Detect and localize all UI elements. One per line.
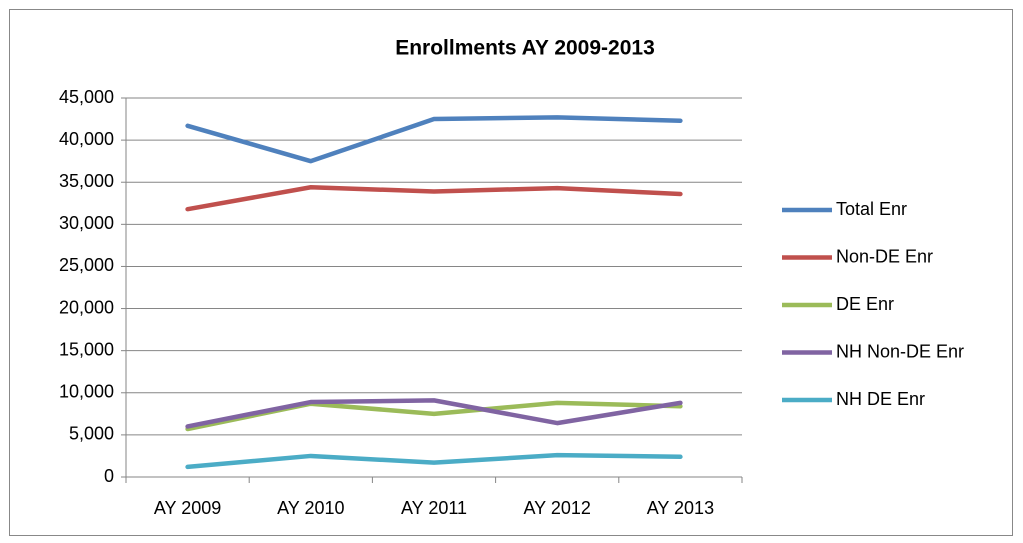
x-tick-label: AY 2010 <box>277 498 344 518</box>
legend-label: Total Enr <box>836 199 907 219</box>
series-line <box>185 398 683 429</box>
y-tick-label: 25,000 <box>59 255 114 275</box>
chart-title: Enrollments AY 2009-2013 <box>395 37 655 60</box>
legend-label: NH Non-DE Enr <box>836 341 964 361</box>
legend-label: DE Enr <box>836 294 894 314</box>
x-tick-label: AY 2009 <box>154 498 221 518</box>
y-tick-label: 30,000 <box>59 213 114 233</box>
y-tick-label: 35,000 <box>59 171 114 191</box>
y-tick-label: 15,000 <box>59 339 114 359</box>
series-line <box>185 115 683 164</box>
series-line <box>185 185 683 212</box>
y-tick-label: 0 <box>104 466 114 486</box>
y-tick-label: 5,000 <box>69 424 114 444</box>
x-tick-label: AY 2011 <box>401 498 467 518</box>
y-tick-label: 45,000 <box>59 87 114 107</box>
x-tick-label: AY 2013 <box>647 498 714 518</box>
chart-border <box>9 9 1013 536</box>
y-tick-label: 10,000 <box>59 382 114 402</box>
x-tick-label: AY 2012 <box>523 498 590 518</box>
y-tick-label: 40,000 <box>59 129 114 149</box>
legend-label: NH DE Enr <box>836 389 925 409</box>
y-tick-label: 20,000 <box>59 297 114 317</box>
series-line <box>185 452 683 470</box>
legend-label: Non-DE Enr <box>836 246 933 266</box>
